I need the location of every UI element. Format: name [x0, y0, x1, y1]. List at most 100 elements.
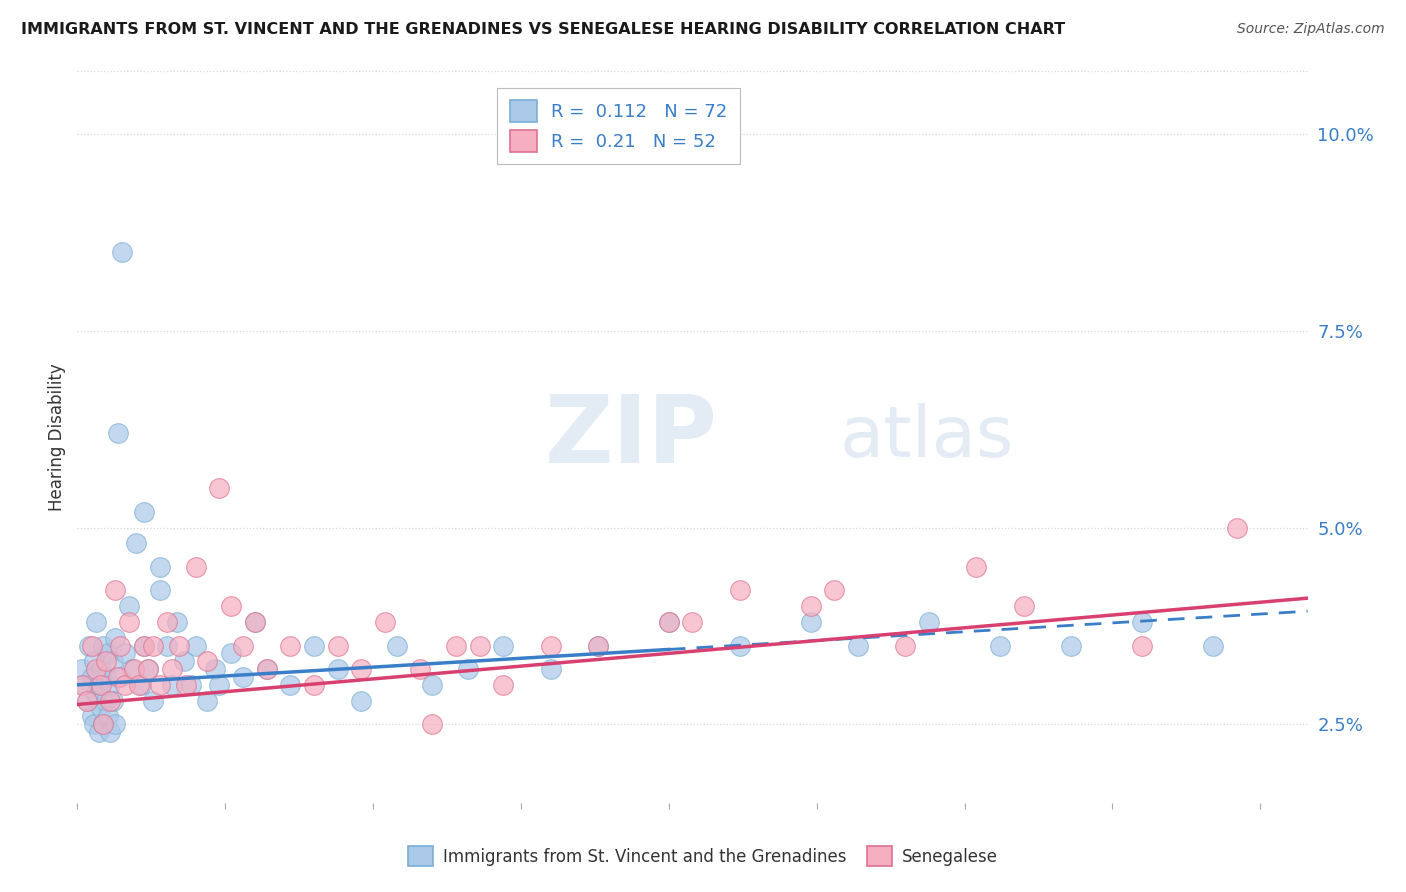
Text: atlas: atlas — [841, 402, 1015, 472]
Point — [97, 646, 120, 660]
Point — [204, 662, 226, 676]
Point — [1130, 639, 1153, 653]
Point — [326, 662, 349, 676]
Point — [800, 599, 823, 614]
Point — [326, 639, 349, 653]
Point — [104, 583, 127, 598]
Point — [208, 678, 231, 692]
Point — [76, 693, 98, 707]
Point — [149, 559, 172, 574]
Point — [90, 678, 112, 692]
Point — [800, 615, 823, 629]
Point — [114, 678, 136, 692]
Point — [302, 639, 325, 653]
Point — [350, 693, 373, 707]
Point — [492, 678, 515, 692]
Point — [100, 725, 122, 739]
Point — [80, 670, 103, 684]
Point — [83, 654, 105, 668]
Legend: Immigrants from St. Vincent and the Grenadines, Senegalese: Immigrants from St. Vincent and the Gren… — [399, 838, 1007, 875]
Point — [540, 662, 562, 676]
Point — [219, 599, 242, 614]
Point — [83, 717, 105, 731]
Point — [728, 639, 751, 653]
Point — [658, 615, 681, 629]
Point — [184, 639, 207, 653]
Point — [104, 717, 127, 731]
Point — [444, 639, 467, 653]
Point — [1012, 599, 1035, 614]
Point — [846, 639, 869, 653]
Point — [1060, 639, 1083, 653]
Point — [173, 654, 195, 668]
Text: IMMIGRANTS FROM ST. VINCENT AND THE GRENADINES VS SENEGALESE HEARING DISABILITY : IMMIGRANTS FROM ST. VINCENT AND THE GREN… — [21, 22, 1066, 37]
Point — [965, 559, 987, 574]
Point — [420, 678, 443, 692]
Point — [243, 615, 266, 629]
Point — [586, 639, 609, 653]
Point — [142, 693, 165, 707]
Point — [97, 709, 120, 723]
Point — [197, 654, 219, 668]
Point — [350, 662, 373, 676]
Point — [136, 662, 159, 676]
Point — [166, 615, 188, 629]
Point — [132, 505, 155, 519]
Point — [90, 662, 112, 676]
Point — [156, 615, 179, 629]
Point — [142, 639, 165, 653]
Point — [149, 583, 172, 598]
Point — [93, 639, 115, 653]
Point — [136, 662, 159, 676]
Point — [132, 639, 155, 653]
Point — [111, 245, 134, 260]
Point — [918, 615, 941, 629]
Point — [409, 662, 432, 676]
Point — [232, 639, 254, 653]
Point — [73, 678, 96, 692]
Point — [492, 639, 515, 653]
Point — [468, 639, 491, 653]
Point — [278, 678, 301, 692]
Point — [278, 639, 301, 653]
Point — [84, 615, 107, 629]
Point — [180, 678, 202, 692]
Point — [682, 615, 704, 629]
Y-axis label: Hearing Disability: Hearing Disability — [48, 363, 66, 511]
Point — [107, 426, 129, 441]
Point — [385, 639, 408, 653]
Point — [208, 481, 231, 495]
Point — [76, 693, 98, 707]
Point — [243, 615, 266, 629]
Point — [84, 662, 107, 676]
Point — [219, 646, 242, 660]
Point — [420, 717, 443, 731]
Point — [94, 693, 117, 707]
Point — [256, 662, 278, 676]
Point — [167, 639, 190, 653]
Point — [121, 662, 143, 676]
Point — [94, 670, 117, 684]
Point — [84, 686, 107, 700]
Point — [540, 639, 562, 653]
Point — [90, 701, 112, 715]
Text: Source: ZipAtlas.com: Source: ZipAtlas.com — [1237, 22, 1385, 37]
Point — [160, 662, 183, 676]
Point — [658, 615, 681, 629]
Point — [125, 536, 148, 550]
Point — [80, 709, 103, 723]
Point — [108, 639, 131, 653]
Point — [118, 599, 141, 614]
Point — [87, 678, 110, 692]
Point — [197, 693, 219, 707]
Point — [104, 631, 127, 645]
Point — [823, 583, 845, 598]
Point — [1202, 639, 1225, 653]
Point — [101, 654, 124, 668]
Point — [100, 678, 122, 692]
Point — [1226, 520, 1249, 534]
Point — [108, 670, 131, 684]
Point — [70, 678, 93, 692]
Point — [988, 639, 1011, 653]
Point — [80, 639, 103, 653]
